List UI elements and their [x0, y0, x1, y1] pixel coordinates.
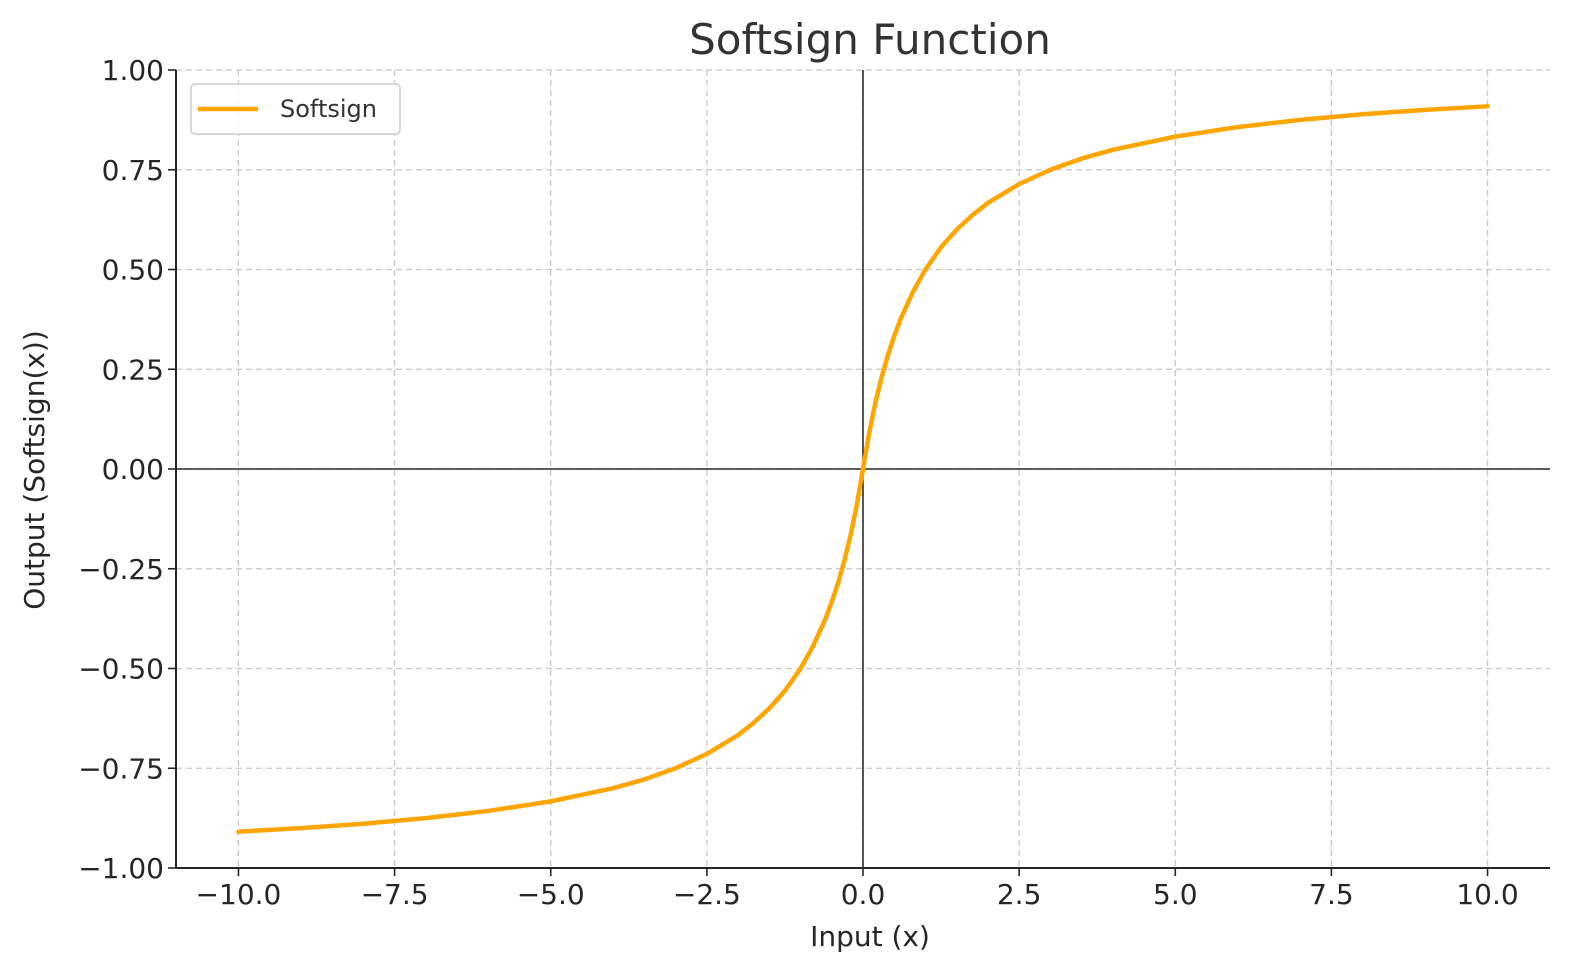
- y-tick-label-0: −1.00: [78, 852, 164, 885]
- x-tick-label-4: 0.0: [841, 878, 886, 911]
- y-tick-label-7: 0.75: [102, 154, 164, 187]
- y-tick-label-6: 0.50: [102, 254, 164, 287]
- x-ticks: −10.0 −7.5 −5.0 −2.5 0.0 2.5 5.0 7.5 10.0: [196, 868, 1519, 911]
- y-tick-label-1: −0.75: [78, 752, 164, 785]
- x-tick-label-6: 5.0: [1153, 878, 1198, 911]
- x-axis-label: Input (x): [810, 920, 930, 953]
- x-tick-label-7: 7.5: [1309, 878, 1354, 911]
- series-layer: [236, 104, 1490, 834]
- x-tick-label-0: −10.0: [196, 878, 282, 911]
- y-tick-label-2: −0.50: [78, 653, 164, 686]
- y-tick-label-3: −0.25: [78, 553, 164, 586]
- x-tick-label-1: −7.5: [361, 878, 429, 911]
- y-ticks: −1.00 −0.75 −0.50 −0.25 0.00 0.25 0.50 0.75 1.00: [78, 54, 176, 885]
- x-tick-label-2: −5.0: [517, 878, 585, 911]
- y-axis-label: Output (Softsign(x)): [18, 330, 51, 610]
- x-tick-label-8: 10.0: [1456, 878, 1518, 911]
- x-tick-label-5: 2.5: [997, 878, 1042, 911]
- y-tick-label-8: 1.00: [102, 54, 164, 87]
- y-tick-label-5: 0.25: [102, 353, 164, 386]
- legend: Softsign: [190, 83, 401, 135]
- x-tick-label-3: −2.5: [673, 878, 741, 911]
- legend-box: [190, 83, 401, 135]
- legend-label-softsign: Softsign: [280, 95, 377, 123]
- chart-title: Softsign Function: [689, 15, 1051, 64]
- y-tick-label-4: 0.00: [102, 453, 164, 486]
- series-line-softsign: [236, 104, 1490, 834]
